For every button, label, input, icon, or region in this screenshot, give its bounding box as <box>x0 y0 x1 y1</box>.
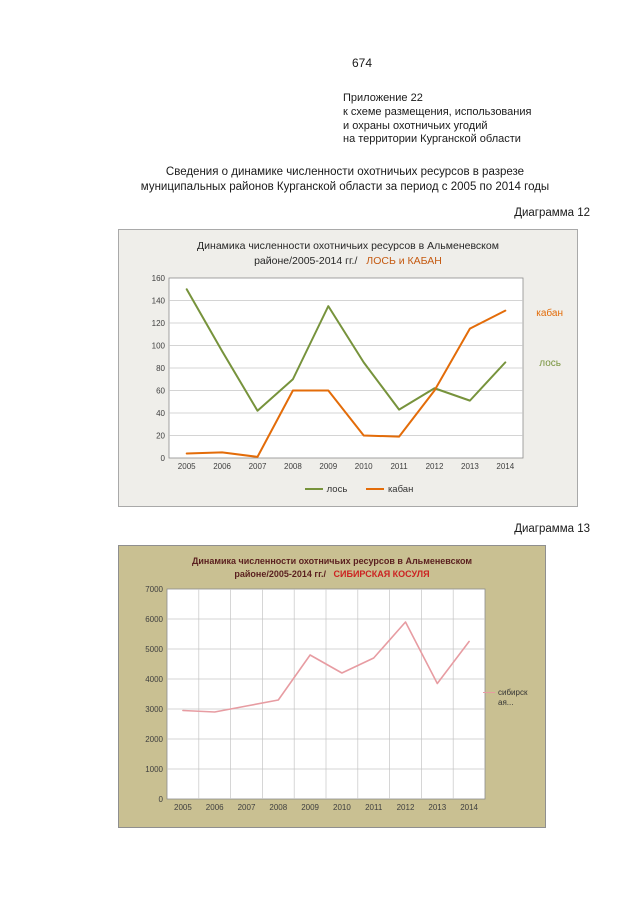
appendix-line: к схеме размещения, использования <box>343 105 532 118</box>
svg-text:2006: 2006 <box>206 803 224 812</box>
chart1-title-prefix: районе/2005-2014 гг./ <box>254 255 358 268</box>
side-label-los: лось <box>539 358 561 370</box>
svg-text:2011: 2011 <box>365 803 383 812</box>
chart1-title-line1: Динамика численности охотничьих ресурсов… <box>197 240 499 253</box>
diagram-12-label: Диаграмма 12 <box>514 207 590 220</box>
svg-text:2000: 2000 <box>145 735 163 744</box>
los-line-sample <box>304 488 323 491</box>
chart2-title-prefix: районе/2005-2014 гг./ <box>234 569 327 580</box>
intro-line: Сведения о динамике численности охотничь… <box>165 166 525 179</box>
svg-text:2013: 2013 <box>461 462 479 471</box>
chart-losh-kaban: Динамика численности охотничьих ресурсов… <box>118 229 578 508</box>
svg-text:2010: 2010 <box>355 462 373 471</box>
svg-text:2014: 2014 <box>460 803 478 812</box>
appendix-line: Приложение 22 <box>343 92 423 104</box>
legend-label-kaban: кабан <box>387 483 414 495</box>
chart1-title-line2: районе/2005-2014 гг./ ЛОСЬ и КАБАН <box>119 254 577 269</box>
svg-text:140: 140 <box>152 296 166 305</box>
svg-text:2012: 2012 <box>426 462 444 471</box>
chart2-legend: сибирск ая... <box>483 688 541 707</box>
svg-text:2011: 2011 <box>390 462 408 471</box>
roe-deer-chart: 0 1000 2000 3000 4000 5000 6000 7000 2005 2006 200… <box>145 585 486 812</box>
chart1-legend: лось кабан <box>159 482 559 495</box>
page-number: 674 <box>351 56 373 70</box>
intro-text: Сведения о динамике численности охотничь… <box>90 165 600 194</box>
legend-label-los: лось <box>326 483 348 495</box>
svg-text:0: 0 <box>161 454 166 463</box>
svg-text:2014: 2014 <box>496 462 514 471</box>
svg-text:2013: 2013 <box>428 803 446 812</box>
svg-text:2006: 2006 <box>213 462 231 471</box>
appendix-line: и охраны охотничьих угодий <box>343 119 488 132</box>
svg-text:6000: 6000 <box>145 615 163 624</box>
svg-text:2007: 2007 <box>238 803 256 812</box>
svg-text:1000: 1000 <box>145 765 163 774</box>
legend-item-kaban: кабан <box>365 483 414 495</box>
legend-item-los: лось <box>304 483 348 495</box>
losh-kaban-chart: 0 20 40 60 80 100 120 140 160 2005 2006 2007 2008 200… <box>152 274 524 471</box>
svg-text:2008: 2008 <box>269 803 287 812</box>
document-page: 674 Приложение 22 к схеме размещения, ис… <box>90 56 640 829</box>
svg-text:160: 160 <box>152 274 166 283</box>
side-label-kaban: кабан <box>536 308 563 320</box>
svg-text:40: 40 <box>156 409 165 418</box>
kaban-line-sample <box>365 488 384 491</box>
svg-text:0: 0 <box>159 795 164 804</box>
chart2-title: Динамика численности охотничьих ресурсов… <box>119 555 545 581</box>
svg-text:2012: 2012 <box>397 803 415 812</box>
intro-line: муниципальных районов Курганской области… <box>140 180 550 193</box>
svg-text:100: 100 <box>152 341 166 350</box>
svg-text:2008: 2008 <box>284 462 302 471</box>
svg-text:80: 80 <box>156 364 165 373</box>
legend-label-roe: сибирск ая... <box>498 688 528 707</box>
appendix-block: Приложение 22 к схеме размещения, исполь… <box>343 92 640 147</box>
svg-text:20: 20 <box>156 431 165 440</box>
svg-text:2007: 2007 <box>249 462 267 471</box>
svg-text:2005: 2005 <box>174 803 192 812</box>
chart-roe-deer: Динамика численности охотничьих ресурсов… <box>118 545 546 829</box>
diagram-13-label: Диаграмма 13 <box>514 523 590 536</box>
svg-text:3000: 3000 <box>145 705 163 714</box>
roe-line-sample <box>483 692 495 694</box>
svg-text:60: 60 <box>156 386 165 395</box>
chart2-title-line2: районе/2005-2014 гг./ СИБИРСКАЯ КОСУЛЯ <box>119 568 545 581</box>
svg-text:120: 120 <box>152 319 166 328</box>
svg-text:2005: 2005 <box>178 462 196 471</box>
chart1-title: Динамика численности охотничьих ресурсов… <box>119 239 577 269</box>
svg-text:2010: 2010 <box>333 803 351 812</box>
appendix-line: на территории Курганской области <box>343 133 521 146</box>
svg-text:2009: 2009 <box>319 462 337 471</box>
chart2-title-line1: Динамика численности охотничьих ресурсов… <box>191 556 473 567</box>
svg-text:4000: 4000 <box>145 675 163 684</box>
chart1-title-highlight: ЛОСЬ и КАБАН <box>366 255 442 268</box>
svg-text:5000: 5000 <box>145 645 163 654</box>
chart2-title-highlight: СИБИРСКАЯ КОСУЛЯ <box>333 569 430 580</box>
svg-text:2009: 2009 <box>301 803 319 812</box>
svg-text:7000: 7000 <box>145 585 163 594</box>
